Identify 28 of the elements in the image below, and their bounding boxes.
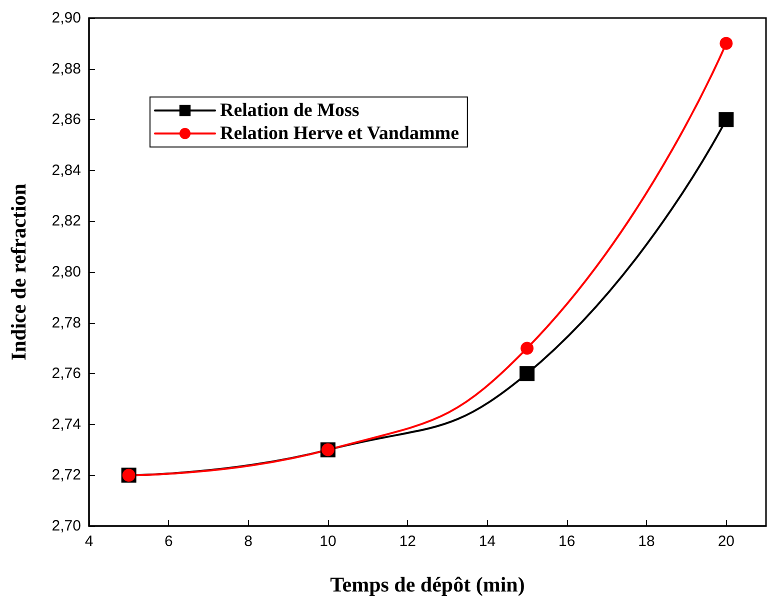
y-axis-title: Indice de refraction: [6, 183, 30, 360]
point: [720, 36, 733, 50]
x-tick-label: 8: [244, 533, 252, 550]
y-tick-label: 2,90: [52, 10, 81, 26]
x-tick-label: 14: [478, 533, 496, 550]
legend-label: Relation Herve et Vandamme: [220, 123, 460, 144]
point: [520, 366, 535, 382]
x-axis-title: Temps de dépôt (min): [330, 572, 525, 596]
x-tick-label: 16: [558, 533, 576, 550]
y-tick-label: 2,76: [52, 365, 81, 382]
x-tick-label: 4: [84, 533, 94, 550]
y-tick-label: 2,74: [52, 416, 81, 433]
x-tick-label: 10: [320, 533, 336, 550]
point: [718, 112, 734, 128]
y-tick-label: 2,88: [52, 60, 81, 78]
y-tick-label: 2,86: [52, 111, 81, 128]
x-tick-label: 18: [638, 533, 655, 550]
y-tick-label: 2,72: [52, 466, 81, 484]
legend-label: Relation de Moss: [220, 100, 360, 121]
y-tick-label: 2,82: [52, 212, 81, 230]
y-tick-label: 2,70: [52, 518, 81, 534]
y-tick-label: 2,78: [52, 314, 81, 332]
x-tick-label: 20: [718, 533, 735, 550]
y-tick-label: 2,84: [52, 162, 81, 179]
x-tick-label: 6: [164, 533, 173, 550]
x-tick-label: 12: [399, 533, 416, 550]
point: [520, 342, 534, 355]
y-tick-label: 2,80: [52, 264, 81, 280]
